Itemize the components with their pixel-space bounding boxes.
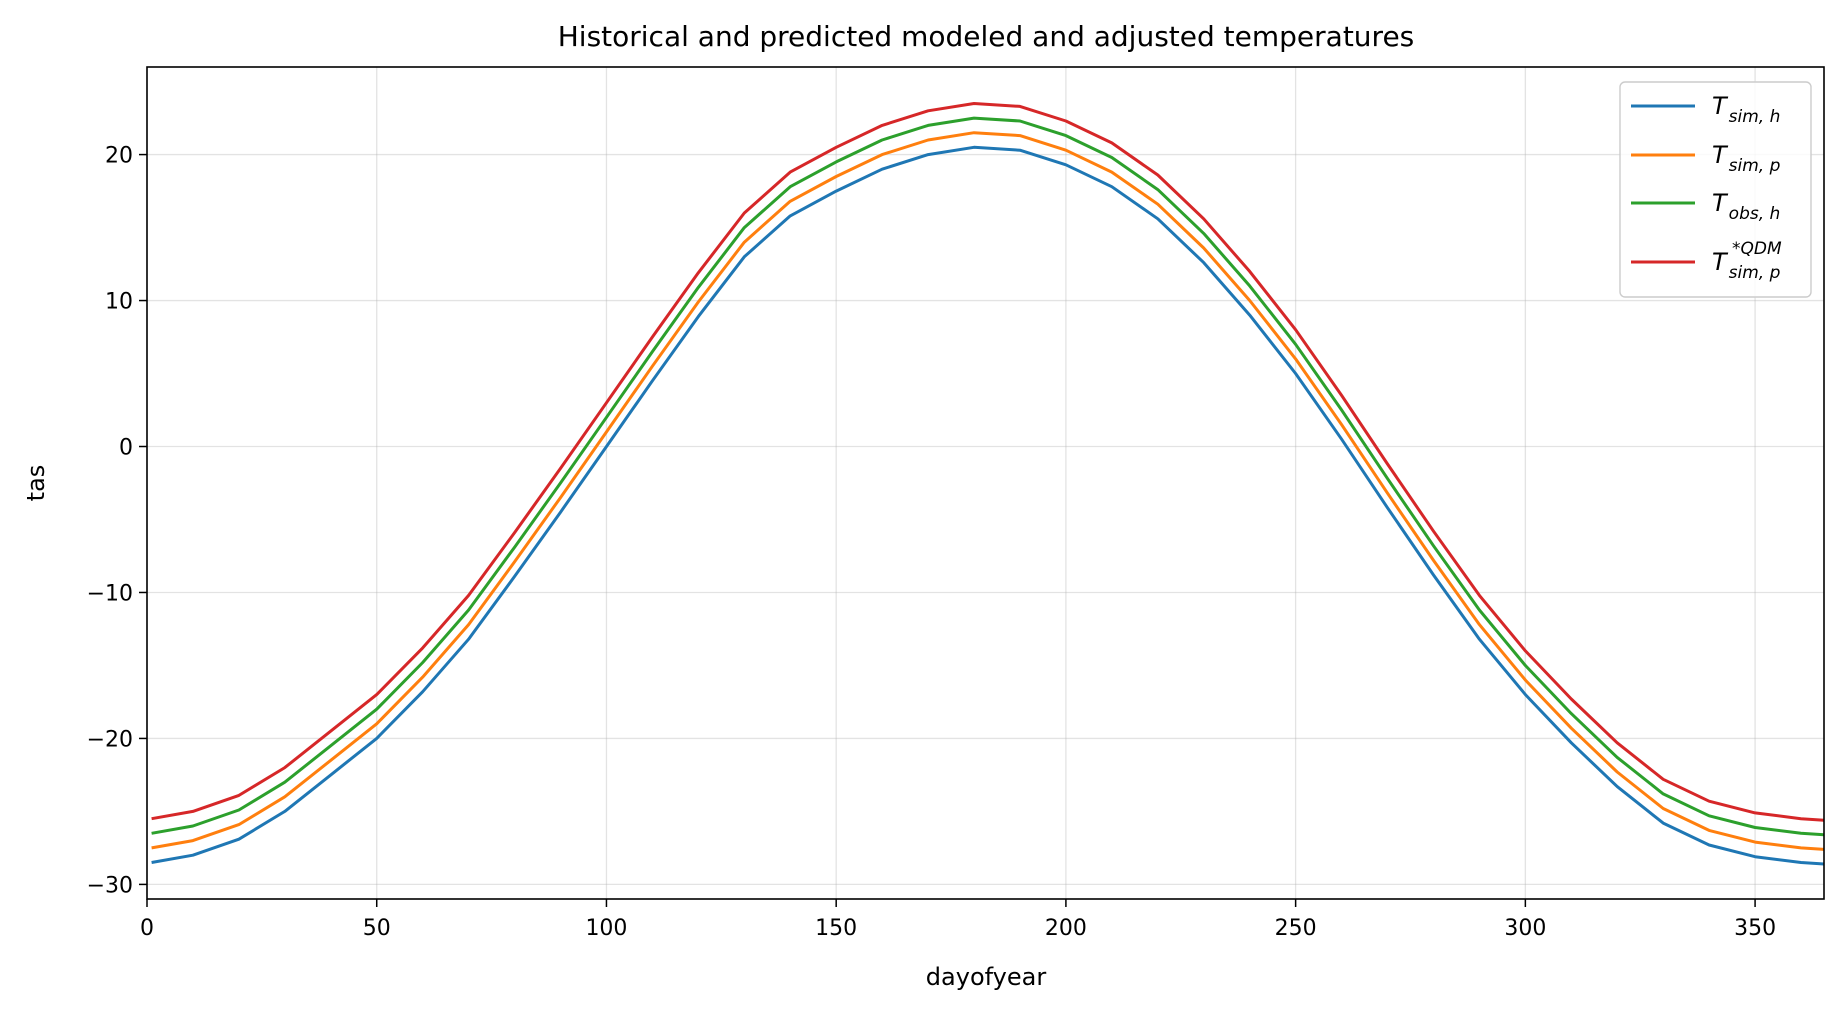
x-tick-label: 250 xyxy=(1275,916,1317,941)
x-tick-label: 350 xyxy=(1734,916,1776,941)
series-line-1 xyxy=(151,131,1825,851)
x-tick-label: 100 xyxy=(585,916,627,941)
legend-frame xyxy=(1619,81,1812,298)
y-tick-label: 20 xyxy=(105,144,133,169)
x-tick-label: 300 xyxy=(1504,916,1546,941)
y-axis-label: tas xyxy=(22,465,50,502)
x-axis-label: dayofyear xyxy=(926,963,1047,991)
series-line-3 xyxy=(151,102,1825,822)
x-tick-label: 0 xyxy=(140,916,154,941)
x-tick-label: 150 xyxy=(815,916,857,941)
series-line-0 xyxy=(151,145,1825,866)
y-tick-label: 0 xyxy=(119,436,133,461)
grid xyxy=(146,67,1824,899)
legend-label-sup-3: *QDM xyxy=(1732,239,1782,259)
series-line-2 xyxy=(151,116,1825,837)
y-tick-label: −30 xyxy=(87,873,133,898)
chart-title: Historical and predicted modeled and adj… xyxy=(558,20,1415,53)
plot-frame xyxy=(146,66,1825,900)
y-tick-label: 10 xyxy=(105,290,133,315)
y-tick-label: −10 xyxy=(87,581,133,606)
series-lines xyxy=(151,102,1825,866)
x-tick-label: 50 xyxy=(363,916,391,941)
axis-ticks: 0 50 100 150 200 250 300 350 −30 −20 −10 0 10 20 xyxy=(87,144,1777,941)
y-tick-label: −20 xyxy=(87,727,133,752)
x-tick-label: 200 xyxy=(1045,916,1087,941)
